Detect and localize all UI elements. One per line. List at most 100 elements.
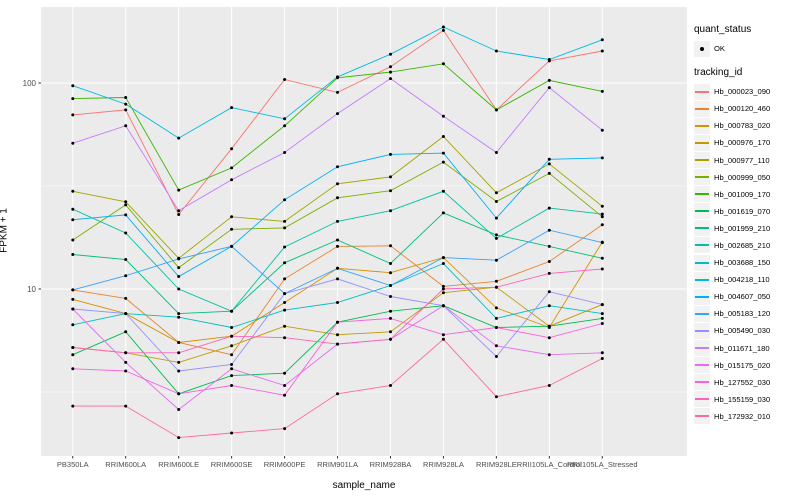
x-tick-label: RRIM600LA	[105, 460, 146, 469]
data-point	[494, 316, 498, 320]
data-point	[177, 257, 181, 261]
data-point	[389, 295, 392, 298]
data-point	[283, 336, 287, 340]
data-point	[283, 198, 287, 202]
data-point	[600, 223, 604, 227]
data-point	[177, 266, 181, 270]
data-point	[177, 341, 181, 344]
data-point	[600, 204, 604, 208]
data-point	[547, 206, 551, 210]
data-point	[283, 245, 287, 249]
legend-item: Hb_000023_090	[694, 83, 800, 100]
data-point	[389, 152, 392, 156]
data-point	[494, 108, 498, 112]
x-tick-label: RRII105LA_Stressed	[567, 460, 637, 469]
data-point	[230, 215, 234, 219]
data-point	[71, 404, 75, 408]
data-point	[124, 369, 128, 373]
legend-item: Hb_000977_110	[694, 151, 800, 169]
data-point	[389, 337, 392, 341]
data-point	[124, 124, 128, 128]
data-point	[600, 38, 604, 42]
legend-item: Hb_011671_180	[694, 340, 800, 357]
data-point	[71, 141, 75, 145]
data-point	[283, 393, 287, 397]
y-axis-title: FPKM + 1	[0, 208, 10, 253]
data-point	[336, 196, 339, 200]
legend-label: Hb_015175_020	[714, 360, 771, 370]
data-point	[230, 326, 234, 329]
data-point	[600, 89, 604, 93]
data-point	[389, 189, 392, 193]
legend-item: Hb_015175_020	[694, 357, 800, 374]
line-swatch-icon	[694, 254, 710, 271]
data-point	[336, 392, 339, 396]
legend-label: Hb_001959_210	[714, 223, 771, 233]
line-swatch-icon	[694, 134, 710, 151]
line-swatch-icon	[694, 203, 710, 220]
legend-item-ok: OK	[694, 40, 800, 57]
data-point	[283, 151, 287, 154]
legend-item: Hb_001619_070	[694, 203, 800, 220]
data-point	[177, 312, 181, 316]
data-point	[389, 262, 392, 265]
data-point	[283, 427, 287, 431]
x-tick-label: RRIM928BA	[370, 460, 412, 469]
data-point	[547, 244, 551, 248]
data-point	[441, 337, 445, 341]
line-swatch-icon	[694, 186, 710, 203]
legend-label: Hb_155159_030	[714, 394, 771, 404]
legend-item: Hb_127552_030	[694, 374, 800, 391]
data-point	[336, 277, 339, 281]
data-point	[600, 312, 604, 316]
data-point	[600, 267, 604, 271]
data-point	[336, 219, 339, 223]
x-tick-label: RRIM901LA	[317, 460, 358, 469]
data-point	[177, 213, 181, 216]
chart-panel	[41, 7, 687, 456]
data-point	[283, 292, 287, 296]
line-swatch-icon	[694, 152, 710, 169]
data-point	[283, 324, 287, 328]
legend-item: Hb_000783_020	[694, 117, 800, 134]
data-point	[547, 228, 551, 232]
data-point	[230, 309, 234, 313]
data-point	[283, 301, 287, 304]
data-point	[441, 284, 445, 288]
legend: quant_status OK tracking_id Hb_000023_09…	[694, 24, 800, 435]
data-point	[600, 49, 604, 53]
data-point	[389, 65, 392, 69]
data-point	[389, 384, 392, 387]
tracking-id-legend: tracking_id Hb_000023_090 Hb_000120_460 Hb…	[694, 67, 800, 425]
legend-item: Hb_005490_030	[694, 322, 800, 339]
line-swatch-icon	[694, 117, 710, 134]
legend-label: Hb_001009_170	[714, 189, 771, 199]
data-point	[71, 307, 75, 311]
data-point	[441, 160, 445, 164]
y-tick-label: 100	[23, 79, 37, 88]
line-swatch-icon	[694, 374, 710, 391]
data-point	[71, 84, 75, 88]
data-point	[230, 147, 234, 151]
data-point	[230, 334, 234, 338]
legend-label: Hb_000977_110	[714, 155, 770, 165]
data-point	[230, 166, 234, 170]
legend-item: Hb_000120_460	[694, 100, 800, 117]
quant-status-legend-title: quant_status	[694, 24, 752, 35]
data-point	[336, 333, 339, 337]
data-point	[124, 296, 128, 300]
data-point	[283, 78, 287, 81]
data-point	[230, 106, 234, 110]
data-point	[283, 261, 287, 265]
data-point	[230, 178, 234, 182]
legend-item: Hb_005183_120	[694, 305, 800, 322]
data-point	[600, 156, 604, 160]
data-point	[441, 62, 445, 66]
data-point	[336, 75, 339, 79]
data-point	[547, 260, 551, 263]
line-swatch-icon	[694, 305, 710, 322]
legend-item: Hb_172932_010	[694, 408, 800, 425]
data-point	[71, 353, 75, 357]
data-point	[71, 238, 75, 242]
